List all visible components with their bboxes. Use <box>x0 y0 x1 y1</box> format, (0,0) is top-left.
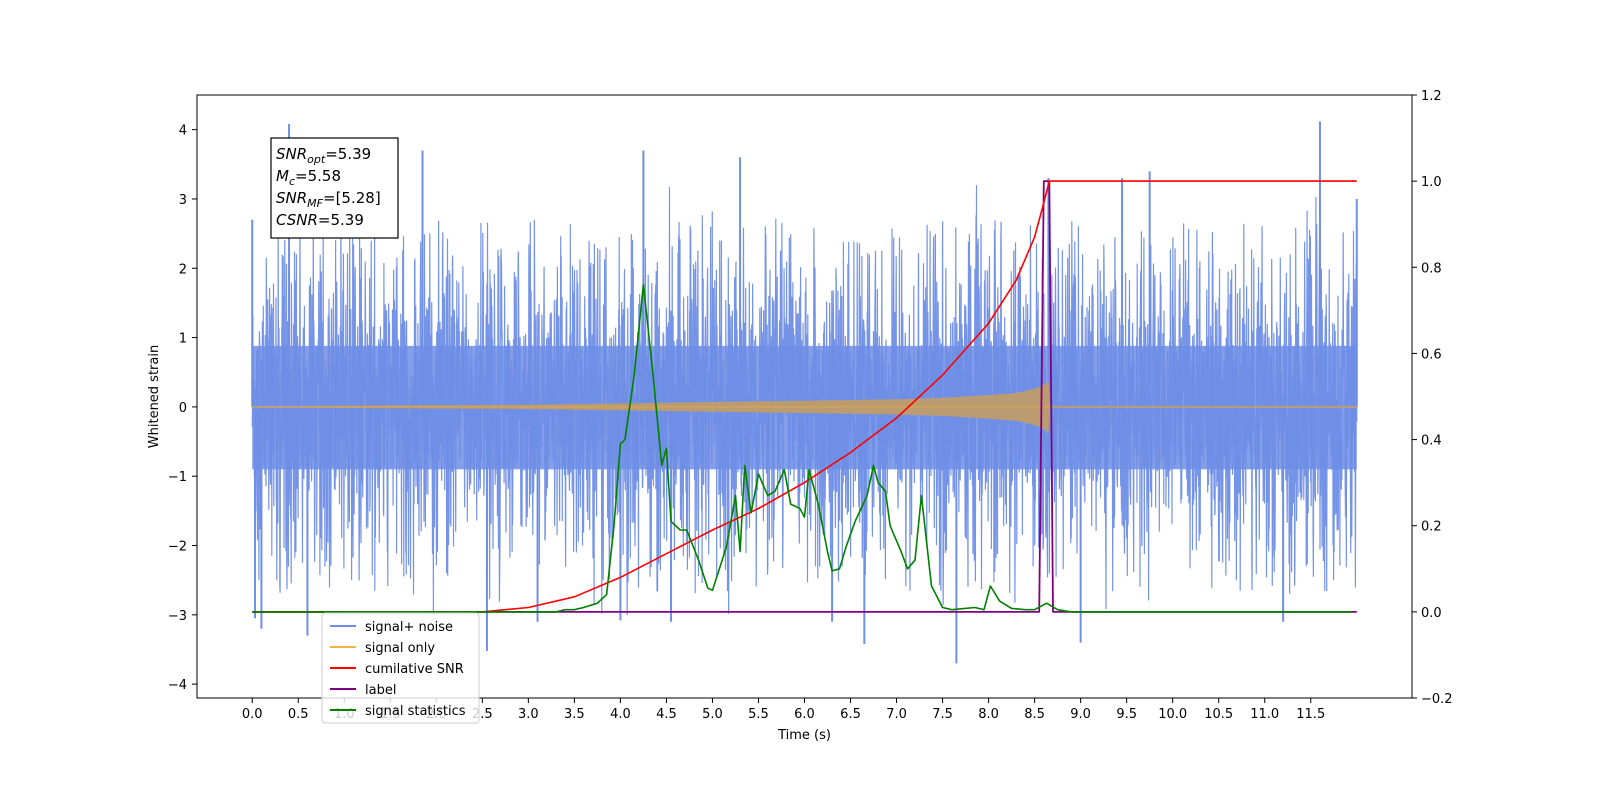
x-tick-label: 3.0 <box>518 707 539 722</box>
x-tick-label: 0.5 <box>288 707 309 722</box>
y2-tick-label: 0.6 <box>1421 347 1442 362</box>
y-tick-label: 0 <box>179 401 187 416</box>
x-tick-label: 11.5 <box>1296 707 1325 722</box>
y2-tick-label: 1.0 <box>1421 175 1442 190</box>
y-tick-label: 2 <box>179 262 187 277</box>
y-tick-label: −1 <box>168 470 187 485</box>
series-cumulative-snr-line <box>252 180 1357 613</box>
legend-label: signal+ noise <box>365 620 453 635</box>
x-tick-label: 9.5 <box>1116 707 1137 722</box>
x-tick-label: 9.0 <box>1070 707 1091 722</box>
x-tick-label: 3.5 <box>564 707 585 722</box>
axes-layer: Time (s) Whitened strain 0.00.51.01.52.0… <box>147 89 1453 743</box>
x-tick-label: 8.0 <box>978 707 999 722</box>
y2-tick-label: 0.8 <box>1421 261 1442 276</box>
x-tick-label: 11.0 <box>1250 707 1279 722</box>
stats-line: CSNR=5.39 <box>276 211 364 229</box>
x-tick-label: 8.5 <box>1024 707 1045 722</box>
x-axis-label: Time (s) <box>777 728 831 743</box>
y2-tick-label: 0.2 <box>1421 520 1442 535</box>
series-signal-noise-line <box>251 185 1358 615</box>
legend-label: label <box>365 683 396 698</box>
y-tick-label: 4 <box>179 124 187 139</box>
stats-line: SNRopt=5.39 <box>276 145 371 166</box>
y2-tick-label: 0.4 <box>1421 434 1442 449</box>
legend-label: signal statistics <box>365 704 466 719</box>
legend-label: signal only <box>365 641 435 656</box>
x-tick-label: 0.0 <box>242 707 263 722</box>
legend: signal+ noise signal only cumilative SNR la… <box>321 612 480 724</box>
y-tick-label: −2 <box>168 540 187 555</box>
x-tick-label: 6.5 <box>840 707 861 722</box>
y-tick-label: −3 <box>168 609 187 624</box>
x-tick-label: 5.0 <box>702 707 723 722</box>
x-tick-label: 10.0 <box>1158 707 1187 722</box>
stats-box-frame <box>270 137 399 239</box>
legend-label: cumilative SNR <box>365 662 464 677</box>
x-tick-label: 10.5 <box>1204 707 1233 722</box>
x-tick-label: 7.5 <box>932 707 953 722</box>
legend-frame <box>321 612 480 724</box>
y-axis-label: Whitened strain <box>147 345 162 448</box>
series-signal-statistics-line <box>252 283 1353 613</box>
x-tick-label: 4.5 <box>656 707 677 722</box>
y-tick-label: 3 <box>179 193 187 208</box>
stats-line: Mc=5.58 <box>276 167 341 188</box>
series-layer <box>251 121 1358 664</box>
stats-line: SNRMF=[5.28] <box>276 189 381 210</box>
y2-tick-label: 0.0 <box>1421 606 1442 621</box>
y2-tick-label: −0.2 <box>1421 692 1453 707</box>
y-tick-label: −4 <box>168 678 187 693</box>
y-tick-label: 1 <box>179 332 187 347</box>
x-tick-label: 4.0 <box>610 707 631 722</box>
x-tick-label: 7.0 <box>886 707 907 722</box>
x-tick-label: 5.5 <box>748 707 769 722</box>
y2-tick-label: 1.2 <box>1421 89 1442 104</box>
x-tick-label: 6.0 <box>794 707 815 722</box>
